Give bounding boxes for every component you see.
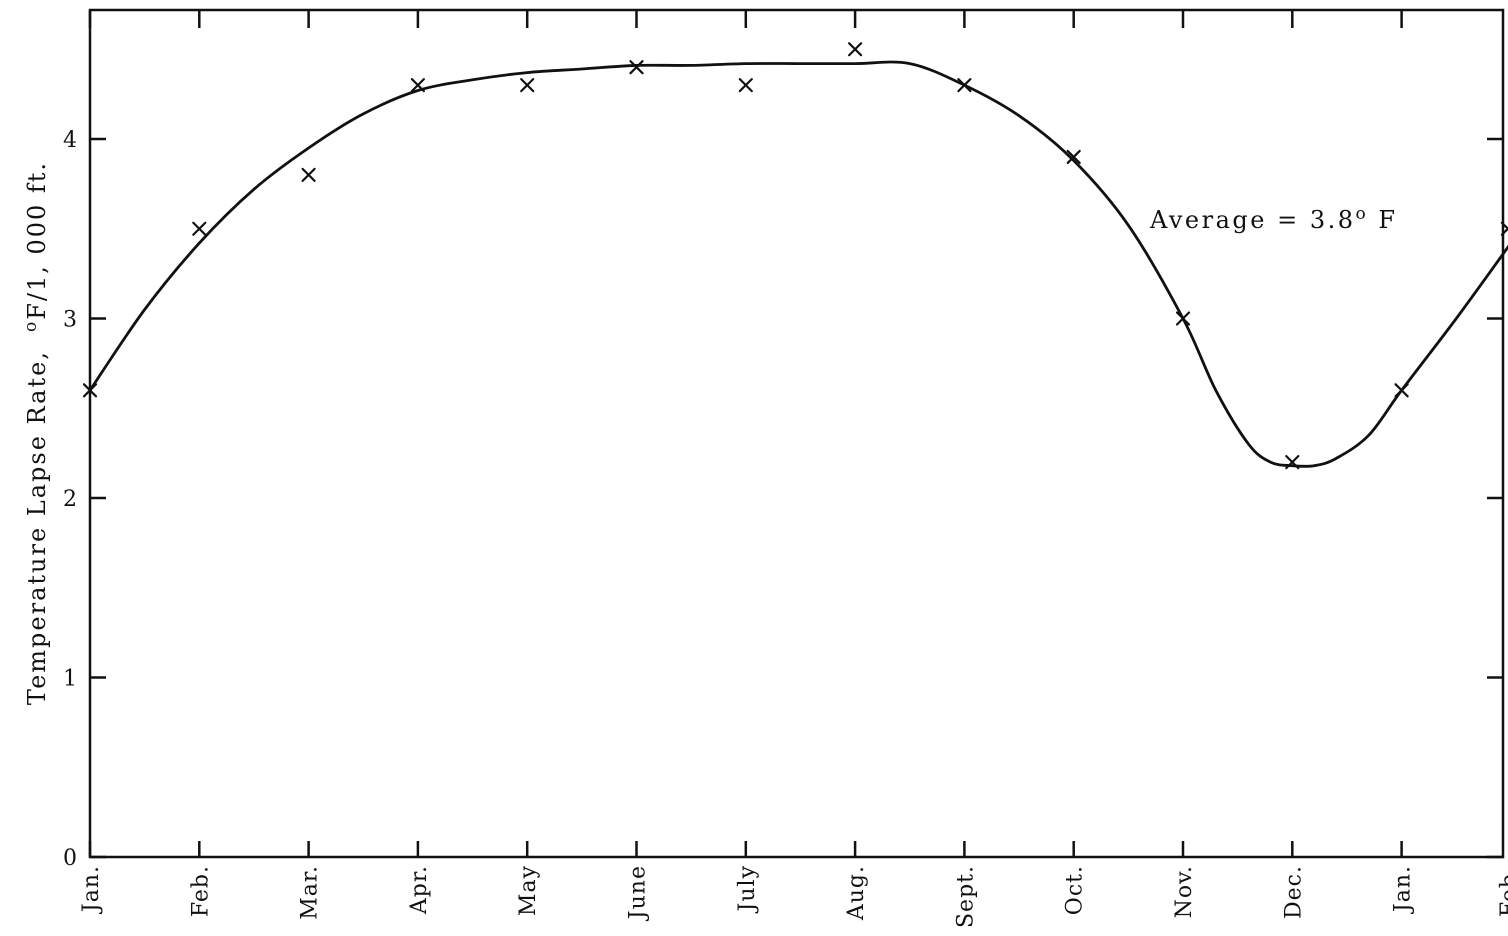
axis-ticks bbox=[88, 10, 1503, 859]
data-point-marker bbox=[82, 383, 98, 398]
fitted-curve bbox=[88, 60, 1508, 468]
x-tick-label: June bbox=[626, 865, 651, 921]
y-tick-label: 3 bbox=[63, 308, 78, 333]
data-point-marker bbox=[192, 221, 207, 236]
plot-frame bbox=[88, 8, 1505, 859]
average-annotation-suffix: F bbox=[1368, 206, 1397, 234]
y-axis-title-text: Temperature Lapse Rate, bbox=[23, 350, 51, 705]
data-point-marker bbox=[520, 78, 535, 93]
y-tick-label: 1 bbox=[63, 667, 78, 692]
data-markers bbox=[82, 42, 1508, 470]
y-tick-label: 0 bbox=[63, 846, 78, 871]
x-tick-label: Dec. bbox=[1281, 865, 1306, 919]
x-tick-label: Mar. bbox=[298, 865, 323, 920]
y-tick-label: 2 bbox=[63, 487, 78, 512]
x-tick-label: Jan. bbox=[1391, 865, 1416, 914]
x-tick-label: Feb. bbox=[1497, 865, 1508, 917]
x-tick-labels: Jan. Feb. Mar. Apr. May June July Aug. Sept. Oct.… bbox=[79, 865, 1508, 928]
x-tick-label: Oct. bbox=[1063, 865, 1088, 915]
x-tick-label: Sept. bbox=[953, 865, 978, 928]
data-point-marker bbox=[957, 78, 972, 93]
x-tick-label: Feb. bbox=[188, 865, 213, 917]
data-point-marker bbox=[1066, 149, 1081, 165]
data-point-marker bbox=[1175, 311, 1191, 326]
x-tick-label: Apr. bbox=[407, 865, 432, 915]
data-point-marker bbox=[847, 42, 863, 57]
average-annotation-degree: o bbox=[1356, 204, 1369, 224]
data-point-marker bbox=[410, 78, 425, 93]
average-annotation-text: Average = 3.8 bbox=[1149, 206, 1356, 234]
data-point-marker bbox=[301, 167, 316, 182]
x-tick-label: Jan. bbox=[79, 865, 104, 914]
y-axis-unit-degree: o bbox=[21, 320, 41, 332]
x-tick-label: May bbox=[516, 865, 541, 916]
y-tick-labels: 0 1 2 3 4 bbox=[63, 128, 78, 871]
data-point-marker bbox=[629, 60, 644, 75]
y-tick-label: 4 bbox=[63, 128, 78, 153]
x-tick-label: Nov. bbox=[1172, 865, 1197, 918]
y-axis-unit: F/1, 000 ft. bbox=[23, 161, 51, 320]
x-tick-label: Aug. bbox=[844, 865, 869, 921]
x-tick-label: July bbox=[735, 865, 760, 913]
y-axis-title: Temperature Lapse Rate, oF/1, 000 ft. bbox=[21, 161, 51, 705]
data-point-marker bbox=[738, 78, 753, 93]
data-point-marker bbox=[1285, 455, 1300, 470]
average-annotation: Average = 3.8o F bbox=[1149, 204, 1398, 234]
data-point-marker bbox=[1394, 383, 1409, 398]
